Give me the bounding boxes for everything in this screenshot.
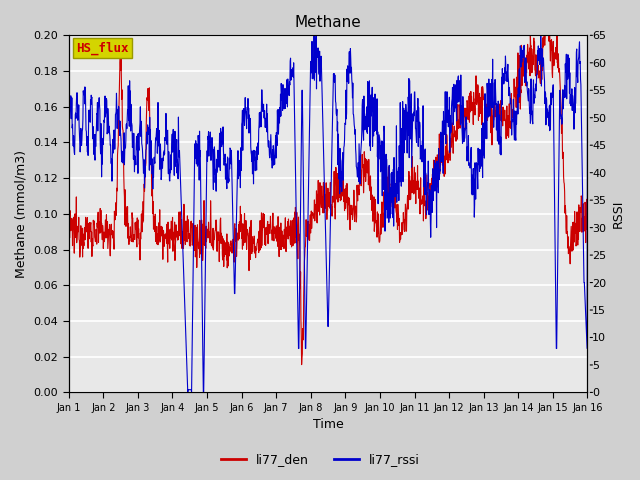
Y-axis label: RSSI: RSSI (612, 200, 625, 228)
Text: HS_flux: HS_flux (77, 41, 129, 55)
Legend: li77_den, li77_rssi: li77_den, li77_rssi (216, 448, 424, 471)
Title: Methane: Methane (294, 15, 362, 30)
X-axis label: Time: Time (313, 419, 344, 432)
Y-axis label: Methane (mmol/m3): Methane (mmol/m3) (15, 150, 28, 278)
